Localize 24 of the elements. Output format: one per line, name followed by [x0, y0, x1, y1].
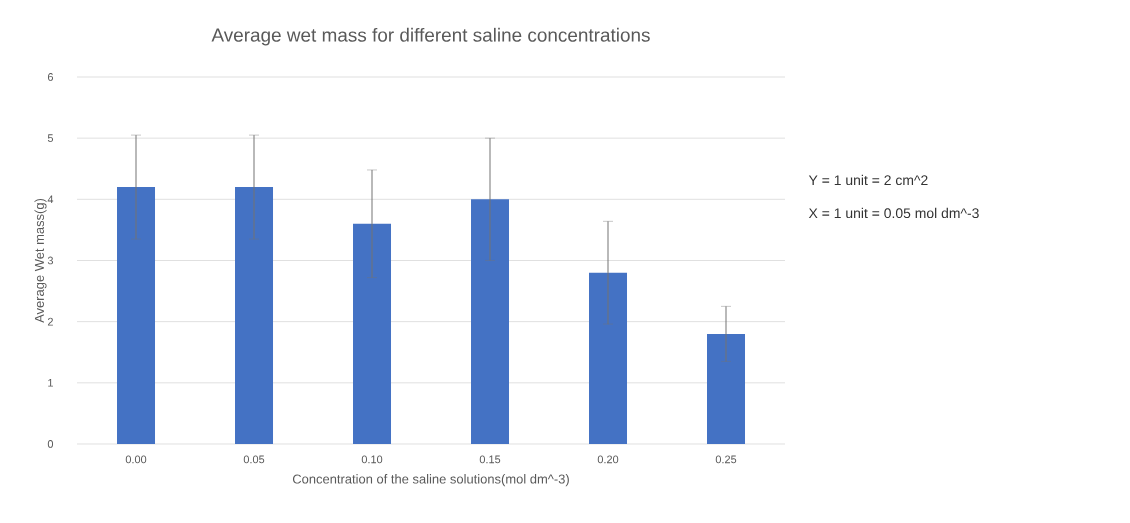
chart-title: Average wet mass for different saline concentrations — [211, 27, 650, 46]
x-tick-label: 0.05 — [243, 455, 265, 464]
y-tick-label: 6 — [47, 73, 54, 81]
y-tick-label: 5 — [47, 134, 54, 142]
x-tick-label: 0.20 — [597, 455, 619, 464]
y-tick-label: 1 — [48, 379, 53, 387]
bar — [117, 187, 156, 444]
x-tick-label: 0.15 — [479, 455, 501, 464]
x-tick-label: 0.25 — [715, 455, 737, 464]
text: Y = 1 unit = 2 cm^2 — [808, 174, 928, 186]
bar — [589, 272, 628, 444]
y-tick-label: 4 — [47, 195, 54, 204]
x-axis-title: Concentration of the saline solutions(mol dm^-3) — [292, 474, 569, 487]
y-tick-label: 0 — [47, 440, 54, 448]
bar — [353, 223, 392, 444]
x-tick-label: 0.10 — [361, 455, 383, 464]
bar — [471, 199, 510, 444]
bar — [235, 187, 274, 444]
text: X = 1 unit = 0.05 mol dm^-3 — [808, 207, 979, 219]
y-tick-label: 2 — [47, 317, 53, 326]
x-tick-label: 0.00 — [125, 455, 147, 464]
bar — [707, 333, 746, 444]
y-axis-title: Average Wet mass(g) — [34, 198, 47, 323]
y-tick-label: 3 — [47, 256, 54, 265]
